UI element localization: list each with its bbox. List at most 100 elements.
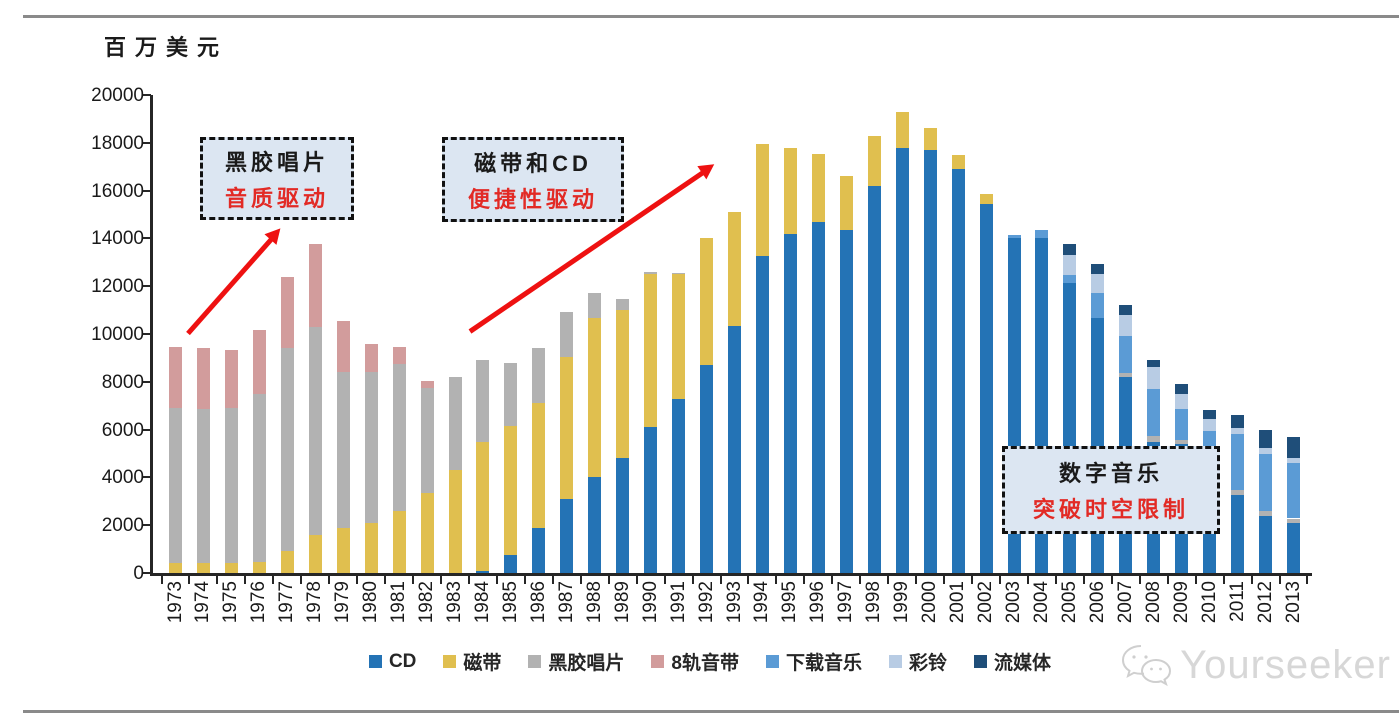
x-tick-label-2002: 2002 (975, 581, 997, 624)
bar-segment-1986-黑胶唱片 (532, 348, 546, 404)
legend-label: 下载音乐 (786, 653, 863, 674)
x-tick-mark (747, 576, 750, 584)
bar-segment-2006-彩铃 (1091, 274, 1105, 294)
callout-cassette-cd: 磁带和CD 便捷性驱动 (442, 137, 624, 222)
bar-segment-2004-下载音乐 (1035, 230, 1049, 239)
x-tick-label-1981: 1981 (388, 581, 410, 624)
y-tick-mark (142, 428, 151, 431)
legend-label: 黑胶唱片 (548, 653, 625, 674)
legend-swatch-icon (528, 655, 542, 668)
bar-segment-2011-彩铃 (1231, 427, 1245, 434)
bar-segment-1986-磁带 (532, 403, 546, 528)
bar-segment-1992-CD (700, 365, 714, 573)
bar-segment-2002-CD (979, 203, 993, 573)
bar-segment-2010-彩铃 (1203, 418, 1217, 431)
x-tick-mark (719, 576, 722, 584)
y-tick-mark (142, 237, 151, 240)
bar-segment-1978-8轨音带 (308, 244, 322, 327)
x-tick-mark (300, 576, 303, 584)
x-tick-mark (1054, 576, 1057, 584)
x-tick-mark (551, 576, 554, 584)
bar-segment-1988-磁带 (588, 318, 602, 478)
bar-segment-2007-黑胶唱片 (1119, 373, 1133, 377)
watermark-text: Yourseeker (1180, 642, 1391, 687)
x-tick-mark (495, 576, 498, 584)
x-tick-mark (803, 576, 806, 584)
x-tick-mark (691, 576, 694, 584)
x-tick-label-2001: 2001 (947, 581, 969, 624)
bar-segment-1988-CD (588, 477, 602, 573)
x-tick-label-1979: 1979 (332, 581, 354, 624)
x-tick-mark (1278, 576, 1281, 584)
bar-segment-2012-彩铃 (1259, 447, 1273, 455)
bar-segment-1992-磁带 (700, 238, 714, 366)
bar-segment-2008-彩铃 (1147, 367, 1161, 389)
legend-label: 彩铃 (909, 653, 948, 674)
bar-segment-2000-磁带 (923, 128, 937, 150)
bar-segment-1973-磁带 (169, 563, 182, 573)
x-tick-label-1980: 1980 (360, 581, 382, 624)
x-tick-mark (440, 576, 443, 584)
y-tick-mark (142, 380, 151, 383)
bar-segment-1982-磁带 (420, 492, 434, 573)
x-tick-label-1974: 1974 (192, 581, 214, 624)
x-tick-mark (1138, 576, 1141, 584)
x-tick-mark (999, 576, 1002, 584)
bar-segment-2008-流媒体 (1147, 359, 1161, 368)
bar-segment-2001-磁带 (951, 154, 965, 170)
x-tick-mark (384, 576, 387, 584)
x-tick-mark (244, 576, 247, 584)
x-tick-label-1996: 1996 (807, 581, 829, 624)
x-tick-mark (775, 576, 778, 584)
wechat-icon (1122, 645, 1172, 687)
bar-segment-1980-黑胶唱片 (364, 372, 378, 523)
bar-segment-2013-黑胶唱片 (1287, 518, 1300, 524)
x-tick-mark (160, 576, 163, 584)
top-divider (23, 15, 1399, 18)
legend-label: CD (388, 650, 417, 672)
bar-segment-1998-CD (867, 185, 881, 573)
bar-segment-2013-流媒体 (1287, 437, 1300, 459)
y-tick-mark (142, 141, 151, 144)
x-tick-label-1992: 1992 (695, 581, 717, 624)
legend-swatch-icon (443, 655, 457, 668)
x-tick-mark (356, 576, 359, 584)
bar-segment-2009-流媒体 (1175, 384, 1189, 395)
bar-segment-1977-磁带 (280, 551, 294, 573)
bar-segment-1996-CD (811, 221, 825, 573)
x-tick-label-1986: 1986 (527, 581, 549, 624)
legend-swatch-icon (766, 655, 779, 668)
bar-segment-1976-8轨音带 (252, 330, 266, 394)
x-tick-mark (579, 576, 582, 584)
bar-segment-1981-磁带 (392, 510, 406, 573)
y-tick-label: 6000 (101, 419, 144, 441)
legend-item-CD: CD (368, 650, 417, 673)
bar-segment-2001-CD (951, 169, 965, 573)
bar-segment-2003-下载音乐 (1007, 234, 1021, 239)
x-tick-mark (1194, 576, 1197, 584)
x-tick-mark (412, 576, 415, 584)
x-tick-label-1976: 1976 (248, 581, 270, 624)
legend-item-磁带: 磁带 (443, 648, 501, 675)
bar-segment-1974-黑胶唱片 (196, 409, 210, 564)
callout-digital: 数字音乐 突破时空限制 (1002, 446, 1220, 534)
bar-segment-2005-下载音乐 (1063, 275, 1077, 283)
bar-segment-1981-8轨音带 (392, 347, 406, 364)
bar-segment-1989-磁带 (616, 310, 630, 459)
bar-segment-2011-流媒体 (1231, 414, 1245, 428)
bar-segment-1977-8轨音带 (280, 276, 294, 349)
bar-segment-2002-磁带 (979, 194, 993, 204)
x-tick-mark (188, 576, 191, 584)
chart-legend: CD 磁带 黑胶唱片 8轨音带 下载音乐 彩铃 流媒体 (130, 648, 1290, 675)
callout-cassette-cd-title: 磁带和CD (474, 150, 592, 176)
x-tick-mark (915, 576, 918, 584)
y-tick-label: 12000 (91, 276, 144, 298)
bar-segment-1982-黑胶唱片 (420, 387, 434, 493)
x-tick-label-2013: 2013 (1282, 581, 1304, 624)
bar-segment-1990-黑胶唱片 (644, 271, 658, 275)
x-tick-label-1973: 1973 (164, 581, 186, 624)
x-tick-label-1995: 1995 (779, 581, 801, 624)
bar-segment-1984-CD (476, 570, 490, 573)
x-tick-mark (523, 576, 526, 584)
legend-item-彩铃: 彩铃 (889, 648, 947, 675)
